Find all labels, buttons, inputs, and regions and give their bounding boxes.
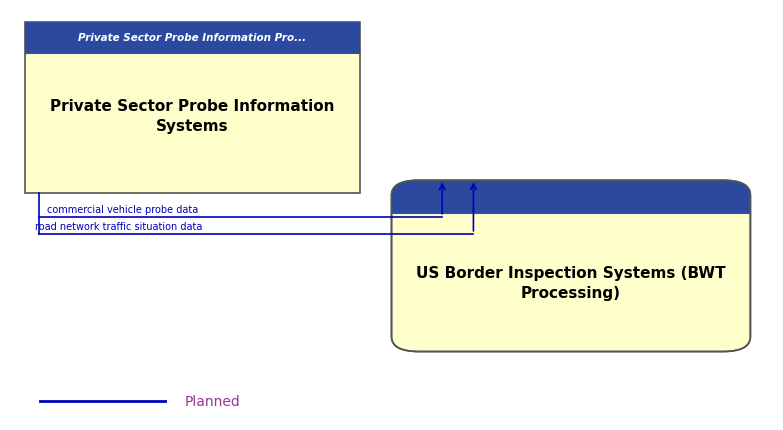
Text: commercial vehicle probe data: commercial vehicle probe data	[47, 204, 198, 214]
Bar	[392, 195, 750, 213]
Text: Private Sector Probe Information
Systems: Private Sector Probe Information Systems	[50, 99, 335, 134]
Text: Private Sector Probe Information Pro...: Private Sector Probe Information Pro...	[78, 33, 307, 43]
Bar	[25, 23, 360, 194]
FancyBboxPatch shape	[392, 181, 750, 352]
Bar	[25, 23, 360, 53]
Text: US Border Inspection Systems (BWT
Processing): US Border Inspection Systems (BWT Proces…	[416, 265, 726, 300]
Text: Planned: Planned	[185, 394, 240, 408]
FancyBboxPatch shape	[392, 181, 750, 213]
Text: road network traffic situation data: road network traffic situation data	[35, 221, 202, 231]
